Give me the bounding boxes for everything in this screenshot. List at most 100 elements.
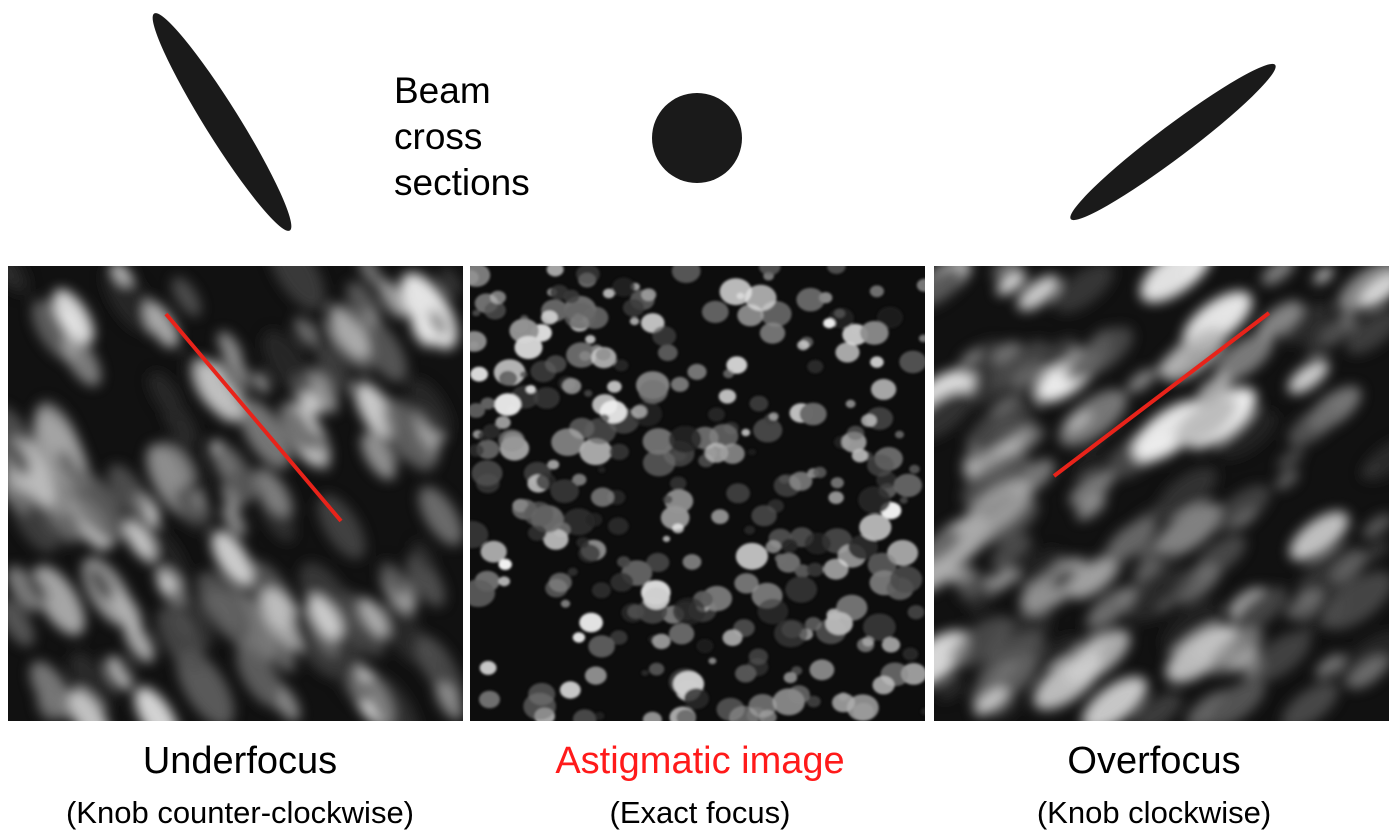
grain — [949, 615, 1013, 669]
grain — [1174, 395, 1237, 448]
grain — [408, 378, 452, 438]
grain — [1249, 631, 1312, 683]
beam-circle-focus — [652, 93, 742, 183]
grain — [726, 483, 750, 504]
grain — [662, 535, 671, 542]
grain — [268, 266, 326, 311]
grain — [1289, 511, 1349, 561]
grain — [1196, 374, 1232, 404]
grain — [550, 479, 579, 503]
caption-underfocus-subtitle: (Knob counter-clockwise) — [65, 795, 415, 830]
grain — [1065, 629, 1131, 683]
grain — [642, 587, 670, 610]
grain — [827, 266, 846, 274]
grain — [346, 281, 382, 329]
grain — [171, 277, 202, 317]
grain — [428, 309, 449, 337]
grain — [547, 459, 560, 470]
grain — [796, 287, 825, 312]
grain — [668, 623, 695, 645]
grain — [603, 288, 615, 299]
grain — [32, 565, 85, 636]
grain — [294, 317, 317, 347]
grain — [591, 582, 611, 599]
grain — [1012, 361, 1044, 388]
grain — [1281, 302, 1332, 345]
grain — [562, 508, 595, 536]
grain — [863, 613, 896, 641]
grain — [641, 669, 649, 676]
grain — [490, 290, 506, 305]
grain — [545, 355, 567, 373]
grain — [617, 556, 631, 568]
grain — [607, 380, 622, 393]
grain — [902, 647, 919, 661]
grain — [734, 573, 759, 594]
grain — [684, 688, 709, 710]
grain — [987, 566, 1019, 593]
grain — [584, 666, 607, 685]
grain — [916, 278, 925, 292]
grain — [779, 474, 790, 484]
grain — [642, 449, 676, 477]
grain — [748, 448, 756, 456]
grain — [794, 564, 811, 578]
grain — [541, 310, 558, 325]
grain — [86, 565, 114, 602]
grain — [918, 334, 925, 343]
grain — [471, 460, 503, 487]
grain — [759, 322, 786, 344]
grain — [1183, 266, 1208, 283]
grain — [757, 598, 789, 625]
grain — [378, 557, 408, 597]
grain — [899, 497, 908, 504]
grain — [253, 371, 270, 393]
grain — [266, 632, 296, 673]
grain — [8, 565, 41, 612]
grain — [662, 495, 673, 504]
grain — [1362, 513, 1389, 539]
grain — [23, 570, 49, 605]
grain — [614, 359, 629, 372]
grain — [1362, 437, 1389, 481]
beam-cross-sections-label: Beam cross sections — [394, 68, 530, 206]
grain — [720, 443, 745, 464]
grain — [991, 340, 1020, 364]
grain — [991, 266, 1023, 280]
grain — [470, 444, 484, 457]
grain — [701, 300, 729, 323]
grain — [536, 473, 557, 490]
grain — [648, 662, 665, 676]
grain — [758, 266, 781, 276]
caption-overfocus-title: Overfocus — [1067, 740, 1241, 782]
grain — [848, 534, 878, 560]
grain — [867, 454, 894, 477]
grain — [52, 289, 94, 345]
grain — [1161, 327, 1227, 382]
grain — [527, 525, 547, 541]
grain — [1038, 337, 1079, 371]
grain — [560, 599, 571, 608]
grain — [594, 712, 605, 720]
grain — [1281, 682, 1339, 721]
grain — [889, 566, 923, 593]
grain — [828, 491, 844, 504]
grain — [572, 632, 586, 643]
grain — [470, 366, 488, 382]
grain — [1330, 552, 1367, 583]
grain — [657, 344, 678, 361]
grain — [785, 576, 818, 603]
grain — [533, 387, 560, 409]
grain — [1215, 333, 1274, 382]
grain — [974, 687, 1009, 716]
grain — [361, 432, 396, 480]
grain — [994, 698, 1020, 719]
grain — [1165, 624, 1237, 683]
grain — [8, 266, 30, 295]
grain — [585, 512, 603, 527]
grain — [315, 344, 349, 389]
grain — [899, 350, 925, 374]
beam-ellipse-underfocus — [152, 13, 292, 231]
grain — [641, 288, 657, 302]
grain — [813, 466, 827, 478]
